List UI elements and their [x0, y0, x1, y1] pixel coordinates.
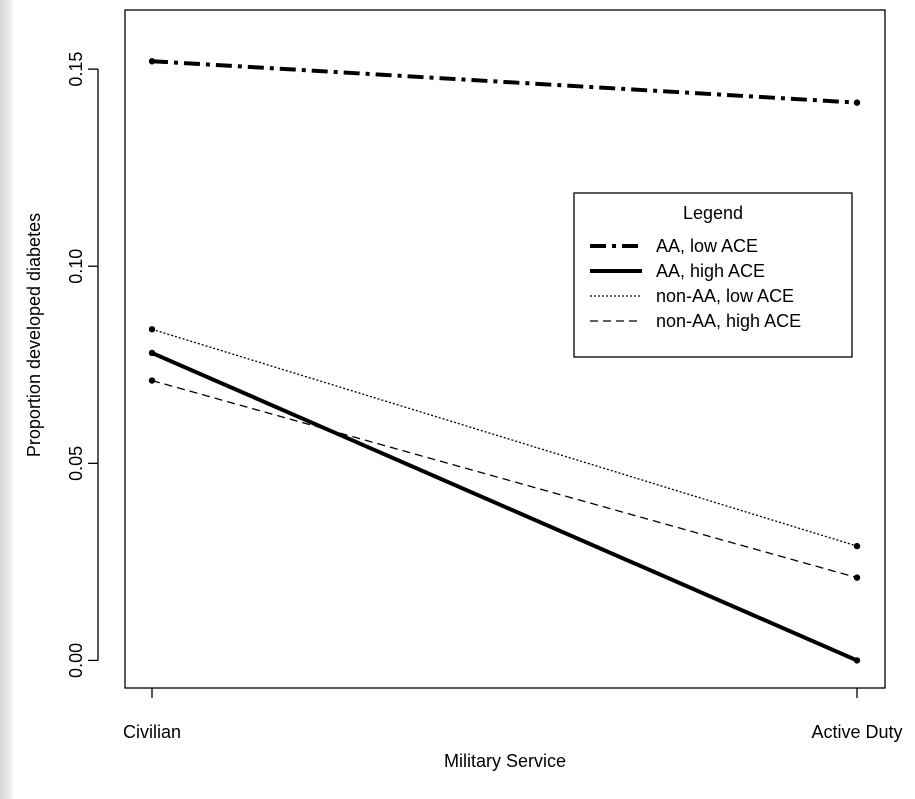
series-layer	[148, 58, 861, 664]
series-line-3	[151, 328, 858, 547]
y-tick-label: 0.10	[66, 249, 86, 284]
legend-entry-2: AA, high ACE	[656, 261, 765, 281]
data-point-s2-1	[148, 349, 156, 357]
x-tick-label: Active Duty	[811, 722, 902, 742]
series-line-1	[151, 59, 858, 105]
y-tick-label: 0.05	[66, 446, 86, 481]
y-axis: 0.00 0.05 0.10 0.15	[66, 52, 99, 678]
y-axis-label: Proportion developed diabetes	[24, 213, 44, 457]
legend-entries: AA, low ACE AA, high ACE non-AA, low ACE no…	[590, 236, 801, 331]
x-axis-label: Military Service	[444, 751, 566, 771]
y-tick-label: 0.15	[66, 52, 86, 87]
x-axis: Civilian Active Duty	[123, 688, 903, 742]
data-point-s4-2	[853, 574, 861, 581]
legend-entry-1: AA, low ACE	[656, 236, 758, 256]
legend: Legend AA, low ACE AA, high ACE non-AA, lo…	[573, 192, 853, 358]
data-point-s3-1	[148, 326, 156, 333]
x-tick-label: Civilian	[123, 722, 181, 742]
series-line-4	[151, 379, 858, 579]
data-point-s3-2	[853, 542, 861, 550]
plot-frame	[124, 9, 886, 689]
legend-entry-3: non-AA, low ACE	[656, 286, 794, 306]
data-point-s4-1	[148, 377, 156, 384]
data-point-s1-1	[148, 58, 156, 65]
legend-entry-4: non-AA, high ACE	[656, 311, 801, 331]
y-tick-label: 0.00	[66, 643, 86, 678]
legend-title: Legend	[683, 203, 743, 223]
series-line-2	[151, 351, 858, 663]
data-point-s2-2	[853, 657, 861, 664]
data-point-s1-2	[853, 99, 861, 106]
legend-box	[573, 192, 853, 358]
